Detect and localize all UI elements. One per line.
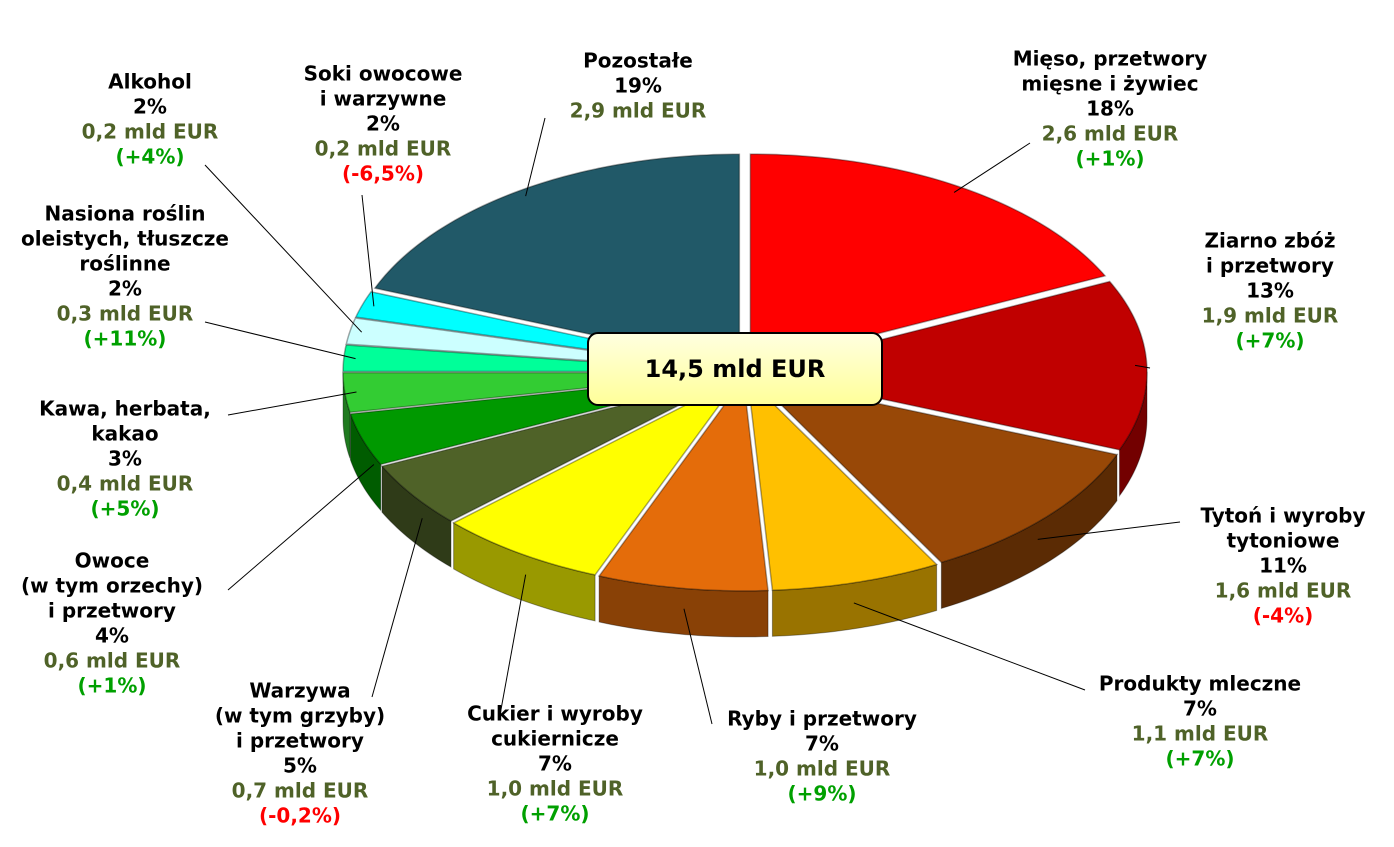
amount-label: 1,0 mld EUR — [754, 757, 891, 781]
category-label: kakao — [91, 422, 158, 446]
category-label: Owoce — [75, 549, 150, 573]
category-label: Alkohol — [108, 70, 192, 94]
change-label: (+4%) — [116, 145, 185, 169]
slice — [373, 153, 741, 368]
value-label: 2% — [366, 112, 400, 136]
slice-side — [1118, 371, 1148, 498]
category-label: Ryby i przetwory — [727, 707, 917, 731]
value-label: 2% — [108, 277, 142, 301]
leader-line — [525, 117, 546, 197]
leader-line — [953, 142, 1031, 193]
amount-label: 0,3 mld EUR — [57, 302, 194, 326]
slice — [746, 376, 939, 592]
center-label: 14,5 mld EUR — [645, 355, 826, 383]
slice — [597, 376, 769, 592]
leader-line — [853, 602, 1086, 691]
leader-line — [683, 608, 713, 725]
change-label: (+7%) — [1236, 329, 1305, 353]
change-label: (+9%) — [788, 782, 857, 806]
category-label: mięsne i żywiec — [1021, 72, 1198, 96]
leader-line — [1134, 364, 1151, 369]
category-label: Pozostałe — [583, 49, 693, 73]
leader-line — [227, 391, 357, 416]
value-label: 11% — [1259, 554, 1307, 578]
amount-label: 0,6 mld EUR — [44, 649, 181, 673]
category-label: tytoniowe — [1227, 529, 1340, 553]
amount-label: 2,9 mld EUR — [570, 99, 707, 123]
category-label: Produkty mleczne — [1099, 672, 1301, 696]
change-label: (+11%) — [84, 327, 167, 351]
category-label: Mięso, przetwory — [1013, 47, 1208, 71]
amount-label: 0,2 mld EUR — [82, 120, 219, 144]
category-label: i przetwory — [236, 729, 364, 753]
category-label: Kawa, herbata, — [39, 397, 211, 421]
change-label: (+5%) — [91, 497, 160, 521]
category-label: cukiernicze — [491, 727, 619, 751]
slice — [452, 377, 740, 576]
change-label: (+1%) — [1076, 147, 1145, 171]
category-label: i przetwory — [1206, 254, 1334, 278]
value-label: 5% — [283, 754, 317, 778]
change-label: (+7%) — [1166, 747, 1235, 771]
leader-line — [371, 518, 423, 698]
value-label: 2% — [133, 95, 167, 119]
slice — [380, 375, 738, 522]
leader-line — [227, 464, 375, 591]
slice-side — [349, 413, 382, 512]
leader-line — [1037, 521, 1181, 540]
amount-label: 0,2 mld EUR — [315, 137, 452, 161]
category-label: Nasiona roślin — [45, 202, 206, 226]
amount-label: 2,6 mld EUR — [1042, 122, 1179, 146]
value-label: 19% — [614, 74, 662, 98]
leader-line — [499, 574, 527, 716]
slice-side — [453, 522, 596, 622]
slice — [754, 280, 1148, 451]
amount-label: 1,1 mld EUR — [1132, 722, 1269, 746]
category-label: (w tym orzechy) — [21, 574, 203, 598]
change-label: (+1%) — [78, 674, 147, 698]
category-label: Soki owocowe — [304, 62, 463, 86]
change-label: (+7%) — [521, 802, 590, 826]
amount-label: 0,7 mld EUR — [232, 779, 369, 803]
category-label: Tytoń i wyroby — [1200, 504, 1365, 528]
category-label: i warzywne — [320, 87, 447, 111]
value-label: 18% — [1086, 97, 1134, 121]
value-label: 7% — [538, 752, 572, 776]
amount-label: 0,4 mld EUR — [57, 472, 194, 496]
category-label: oleistych, tłuszcze — [21, 227, 229, 251]
amount-label: 1,0 mld EUR — [487, 777, 624, 801]
category-label: i przetwory — [48, 599, 176, 623]
change-label: (-0,2%) — [259, 804, 341, 828]
amount-label: 1,6 mld EUR — [1215, 579, 1352, 603]
value-label: 4% — [95, 624, 129, 648]
value-label: 7% — [1183, 697, 1217, 721]
center-box: 14,5 mld EUR — [587, 332, 883, 406]
slice — [750, 375, 1119, 564]
value-label: 7% — [805, 732, 839, 756]
amount-label: 1,9 mld EUR — [1202, 304, 1339, 328]
category-label: Cukier i wyroby — [467, 702, 643, 726]
change-label: (-4%) — [1253, 604, 1314, 628]
value-label: 13% — [1246, 279, 1294, 303]
leader-line — [361, 194, 375, 307]
category-label: (w tym grzyby) — [215, 704, 385, 728]
center-box-rect — [587, 332, 883, 406]
category-label: Warzywa — [249, 679, 350, 703]
slice — [749, 153, 1107, 368]
category-label: roślinne — [79, 252, 170, 276]
leader-line — [204, 164, 363, 333]
category-label: Ziarno zbóż — [1205, 229, 1336, 253]
value-label: 3% — [108, 447, 142, 471]
leader-line — [204, 321, 356, 360]
change-label: (-6,5%) — [342, 162, 424, 186]
